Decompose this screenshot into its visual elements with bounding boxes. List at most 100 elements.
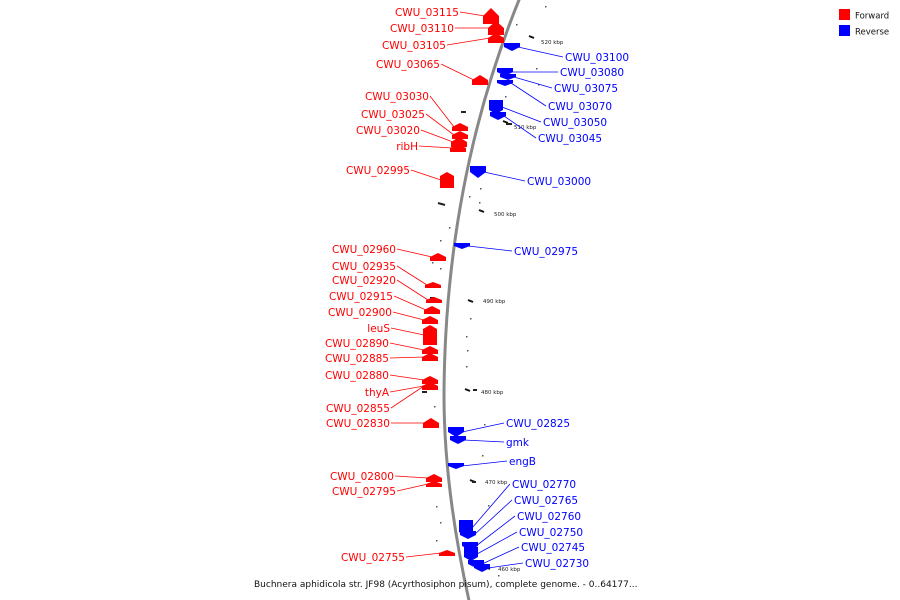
gene-label[interactable]: CWU_03020 bbox=[356, 125, 420, 137]
gene-cwu-03115[interactable]: CWU_03115 bbox=[395, 7, 499, 24]
gene-label[interactable]: ribH bbox=[396, 141, 418, 153]
gene-label[interactable]: CWU_03070 bbox=[548, 101, 612, 113]
gene-label[interactable]: CWU_03105 bbox=[382, 40, 446, 52]
gene-label[interactable]: CWU_02960 bbox=[332, 244, 396, 256]
gene-label[interactable]: CWU_02795 bbox=[332, 486, 396, 498]
gene-label[interactable]: CWU_03045 bbox=[538, 133, 602, 145]
minor-feature-mark bbox=[436, 506, 438, 508]
gene-label[interactable]: CWU_03025 bbox=[361, 109, 425, 121]
gene-label[interactable]: CWU_02745 bbox=[521, 542, 585, 554]
tick-mark bbox=[528, 35, 535, 39]
gene-shape bbox=[490, 112, 506, 120]
gene-label[interactable]: CWU_02995 bbox=[346, 165, 410, 177]
gene-shape bbox=[426, 481, 442, 487]
gene-label[interactable]: CWU_02915 bbox=[329, 291, 393, 303]
gene-cwu-03070[interactable]: CWU_03070 bbox=[497, 80, 612, 113]
gene-cwu-02960[interactable]: CWU_02960 bbox=[332, 244, 446, 261]
gene-cwu-02915[interactable]: CWU_02915 bbox=[329, 291, 440, 314]
gene-cwu-03105[interactable]: CWU_03105 bbox=[382, 33, 504, 52]
gene-shape bbox=[426, 297, 442, 303]
gene-cwu-02765[interactable]: CWU_02765 bbox=[460, 495, 578, 539]
gene-label[interactable]: CWU_02900 bbox=[328, 307, 392, 319]
gene-label[interactable]: CWU_02890 bbox=[325, 338, 389, 350]
gene-leader-line bbox=[396, 248, 433, 258]
tick-510-kbp: 510 kbp bbox=[502, 120, 537, 131]
gene-engb[interactable]: engB bbox=[448, 456, 536, 469]
gene-cwu-02755[interactable]: CWU_02755 bbox=[341, 550, 455, 564]
gene-label[interactable]: CWU_02975 bbox=[514, 246, 578, 258]
gene-label[interactable]: CWU_02920 bbox=[332, 275, 396, 287]
gene-label[interactable]: CWU_03100 bbox=[565, 52, 629, 64]
gene-ribh[interactable]: ribH bbox=[396, 141, 466, 153]
gene-label[interactable]: engB bbox=[509, 456, 536, 468]
gene-cwu-03100[interactable]: CWU_03100 bbox=[504, 43, 629, 64]
gene-label[interactable]: CWU_03050 bbox=[543, 117, 607, 129]
gene-label[interactable]: CWU_03115 bbox=[395, 7, 459, 19]
gene-cwu-02830[interactable]: CWU_02830 bbox=[326, 418, 439, 430]
gene-cwu-02920[interactable]: CWU_02920 bbox=[332, 275, 442, 303]
gene-label[interactable]: CWU_02825 bbox=[506, 418, 570, 430]
gene-leader-line bbox=[446, 37, 491, 46]
gene-label[interactable]: CWU_02750 bbox=[519, 527, 583, 539]
gene-label[interactable]: thyA bbox=[365, 387, 390, 399]
gene-cwu-02975[interactable]: CWU_02975 bbox=[454, 243, 578, 258]
gene-label[interactable]: CWU_03030 bbox=[365, 91, 429, 103]
gene-cwu-02900[interactable]: CWU_02900 bbox=[328, 307, 438, 324]
gene-leader-line bbox=[467, 245, 513, 252]
gene-cwu-03110[interactable]: CWU_03110 bbox=[390, 21, 504, 35]
gene-leader-line bbox=[471, 483, 511, 529]
gene-label[interactable]: gmk bbox=[506, 437, 530, 449]
gene-label[interactable]: CWU_02935 bbox=[332, 261, 396, 273]
gene-cwu-02795[interactable]: CWU_02795 bbox=[332, 481, 442, 498]
gene-label[interactable]: CWU_03080 bbox=[560, 67, 624, 79]
gene-cwu-03025[interactable]: CWU_03025 bbox=[361, 109, 468, 139]
gene-cwu-03045[interactable]: CWU_03045 bbox=[490, 112, 602, 145]
legend-forward-swatch bbox=[839, 9, 850, 20]
gene-cwu-02825[interactable]: CWU_02825 bbox=[448, 418, 570, 437]
gene-cwu-03050[interactable]: CWU_03050 bbox=[489, 100, 607, 129]
gene-label[interactable]: CWU_03075 bbox=[554, 83, 618, 95]
gene-shape bbox=[422, 316, 438, 324]
gene-label[interactable]: CWU_02885 bbox=[325, 353, 389, 365]
gene-cwu-02750[interactable]: CWU_02750 bbox=[464, 527, 583, 561]
gene-cwu-03000[interactable]: CWU_03000 bbox=[470, 166, 591, 188]
gene-gmk[interactable]: gmk bbox=[450, 436, 530, 449]
gene-cwu-02880[interactable]: CWU_02880 bbox=[325, 370, 438, 384]
gene-cwu-03020[interactable]: CWU_03020 bbox=[356, 125, 467, 147]
gene-cwu-03030[interactable]: CWU_03030 bbox=[365, 91, 468, 131]
gene-cwu-02800[interactable]: CWU_02800 bbox=[330, 471, 442, 483]
gene-leader-line bbox=[481, 546, 520, 565]
gene-leader-line bbox=[483, 171, 526, 182]
gene-cwu-02885[interactable]: CWU_02885 bbox=[325, 353, 438, 365]
gene-cwu-03065[interactable]: CWU_03065 bbox=[376, 59, 488, 85]
gene-label[interactable]: CWU_03000 bbox=[527, 176, 591, 188]
minor-feature-mark bbox=[440, 240, 442, 242]
minor-feature-mark bbox=[469, 196, 471, 198]
gene-leader-line bbox=[440, 63, 475, 81]
gene-label[interactable]: CWU_02800 bbox=[330, 471, 394, 483]
gene-label[interactable]: CWU_02765 bbox=[514, 495, 578, 507]
gene-label[interactable]: CWU_02730 bbox=[525, 558, 589, 570]
gene-cwu-02890[interactable]: CWU_02890 bbox=[325, 338, 438, 354]
gene-cwu-02745[interactable]: CWU_02745 bbox=[468, 542, 585, 568]
gene-label[interactable]: CWU_03110 bbox=[390, 23, 454, 35]
gene-cwu-02855[interactable]: CWU_02855 bbox=[326, 383, 438, 415]
gene-cwu-02995[interactable]: CWU_02995 bbox=[346, 165, 454, 188]
feature-stripe bbox=[437, 202, 446, 206]
gene-cwu-02935[interactable]: CWU_02935 bbox=[332, 261, 441, 288]
gene-leader-line bbox=[513, 76, 553, 89]
gene-label[interactable]: CWU_02760 bbox=[517, 511, 581, 523]
gene-label[interactable]: leuS bbox=[367, 323, 390, 335]
gene-cwu-02730[interactable]: CWU_02730 bbox=[474, 558, 589, 572]
tick-490-kbp: 490 kbp bbox=[467, 299, 506, 305]
gene-cwu-03075[interactable]: CWU_03075 bbox=[500, 74, 618, 95]
gene-label[interactable]: CWU_02755 bbox=[341, 552, 405, 564]
gene-label[interactable]: CWU_03065 bbox=[376, 59, 440, 71]
gene-leus[interactable]: leuS bbox=[367, 323, 437, 345]
gene-label[interactable]: CWU_02880 bbox=[325, 370, 389, 382]
minor-feature-mark bbox=[516, 24, 518, 26]
gene-label[interactable]: CWU_02855 bbox=[326, 403, 390, 415]
gene-label[interactable]: CWU_02770 bbox=[512, 479, 576, 491]
gene-label[interactable]: CWU_02830 bbox=[326, 418, 390, 430]
